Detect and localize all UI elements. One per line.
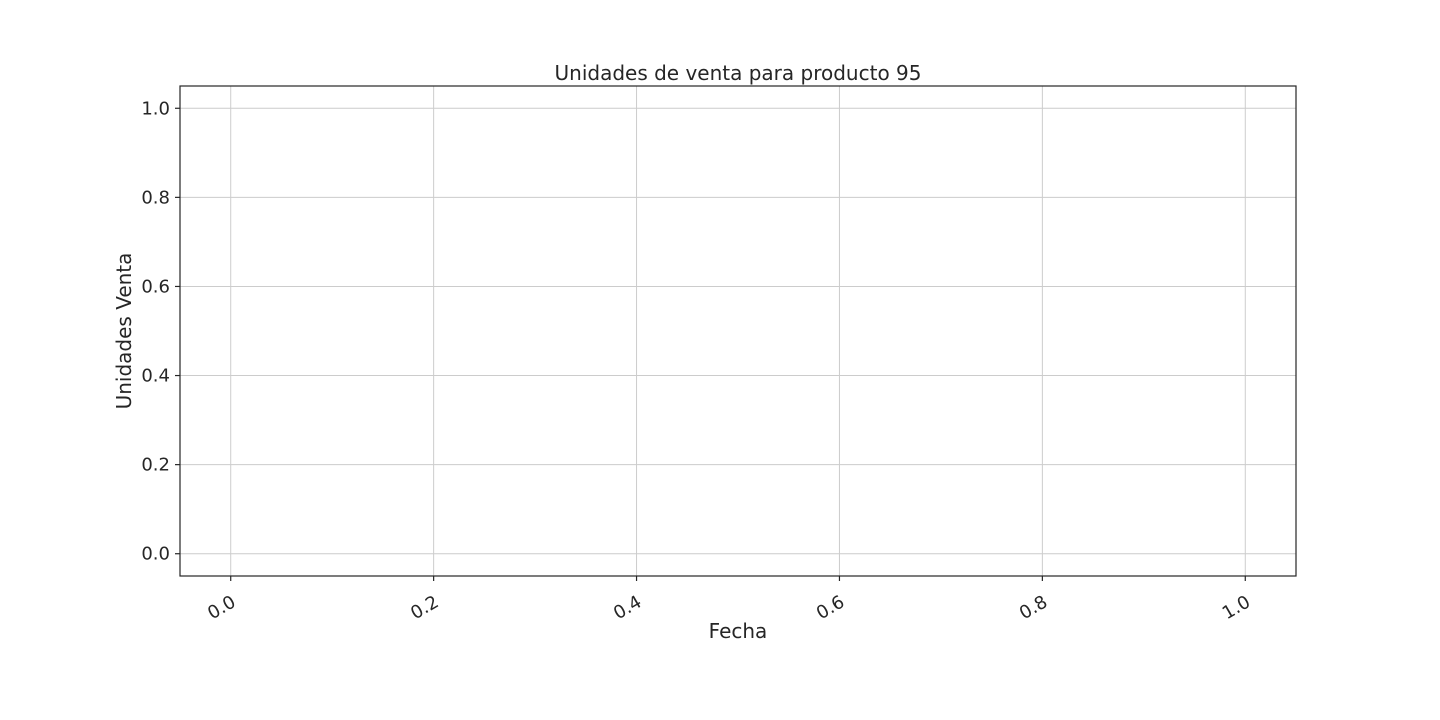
y-tick-label: 0.8 <box>141 187 170 208</box>
y-tick-label: 1.0 <box>141 98 170 119</box>
y-axis-ticks: 0.0 0.2 0.4 0.6 0.8 1.0 <box>141 98 180 565</box>
chart-title: Unidades de venta para producto 95 <box>555 61 922 85</box>
y-tick-label: 0.0 <box>141 544 170 565</box>
plot-area-frame <box>179 85 1297 577</box>
y-axis-label: Unidades Venta <box>112 253 136 410</box>
x-axis-label: Fecha <box>709 619 768 643</box>
y-tick-label: 0.2 <box>141 455 170 476</box>
y-tick-label: 0.4 <box>141 366 170 387</box>
grid <box>180 86 1296 576</box>
y-tick-label: 0.6 <box>141 276 170 297</box>
